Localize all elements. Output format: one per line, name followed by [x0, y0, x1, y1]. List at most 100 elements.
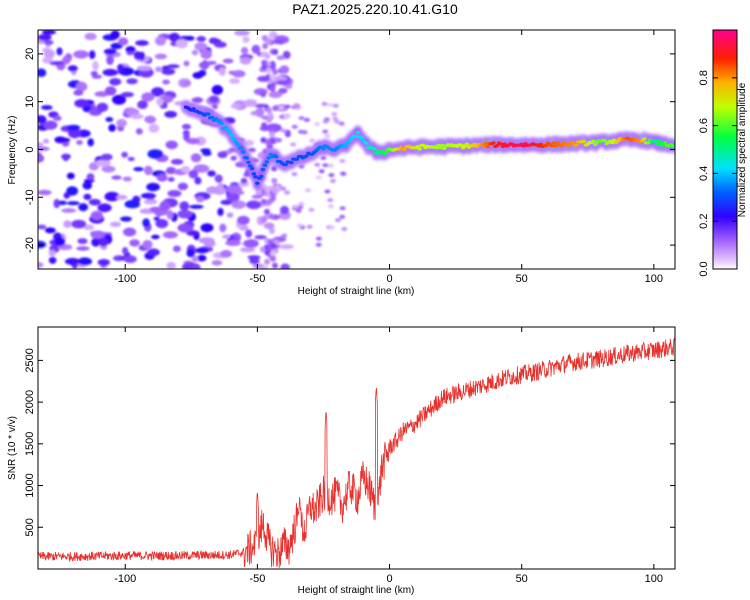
- heatmap-noise-blob: [59, 137, 71, 143]
- heatmap-noise-blob: [318, 169, 325, 174]
- heatmap-noise-blob: [334, 120, 340, 124]
- heatmap-noise-blob: [243, 100, 258, 107]
- bottom-y-tick-label: 1000: [24, 473, 36, 497]
- heatmap-ridge-point: [343, 144, 349, 148]
- heatmap-noise-blob: [298, 116, 305, 121]
- heatmap-noise-blob: [172, 245, 181, 253]
- heatmap-noise-blob: [264, 258, 271, 265]
- heatmap-noise-blob: [214, 41, 227, 48]
- heatmap-noise-blob: [123, 227, 137, 237]
- heatmap-noise-blob: [217, 151, 228, 159]
- heatmap-noise-blob: [110, 42, 123, 50]
- heatmap-noise-blob: [217, 207, 224, 216]
- heatmap-ridge-point: [553, 144, 558, 148]
- heatmap-noise-blob: [83, 224, 95, 231]
- heatmap-noise-blob: [76, 246, 90, 251]
- heatmap-noise-blob: [104, 191, 120, 202]
- heatmap-noise-blob: [273, 39, 285, 45]
- heatmap-noise-blob: [67, 65, 78, 72]
- heatmap-ridge-point: [241, 150, 246, 154]
- heatmap-ridge-point: [321, 147, 326, 151]
- heatmap-noise-blob: [249, 257, 260, 265]
- heatmap-noise-blob: [90, 210, 103, 221]
- heatmap-noise-blob: [143, 199, 158, 205]
- heatmap-noise-blob: [315, 242, 322, 247]
- heatmap-noise-blob: [231, 200, 246, 209]
- heatmap-noise-blob: [73, 89, 84, 96]
- heatmap-noise-blob: [278, 87, 288, 94]
- heatmap-noise-blob: [200, 223, 214, 233]
- heatmap-noise-blob: [154, 36, 167, 46]
- heatmap-noise-blob: [335, 218, 341, 223]
- heatmap-noise-blob: [38, 115, 47, 124]
- heatmap-ridge-point: [259, 174, 264, 178]
- heatmap-noise-blob: [53, 115, 62, 121]
- heatmap-noise-blob: [130, 113, 144, 120]
- heatmap-noise-blob: [242, 36, 250, 43]
- heatmap-ridge-point: [642, 137, 647, 141]
- heatmap-noise-blob: [133, 51, 142, 60]
- heatmap-noise-blob: [280, 205, 289, 215]
- heatmap-noise-blob: [211, 104, 218, 110]
- heatmap-noise-blob: [44, 227, 56, 234]
- heatmap-noise-blob: [260, 216, 267, 223]
- heatmap-ridge-point: [485, 145, 490, 149]
- heatmap-noise-blob: [136, 65, 152, 71]
- heatmap-noise-blob: [193, 164, 210, 173]
- top-x-ticks: -100 -50 0 50 100: [114, 30, 663, 285]
- heatmap-noise-blob: [181, 123, 192, 130]
- heatmap-noise-blob: [106, 55, 114, 66]
- heatmap-noise-blob: [240, 177, 248, 184]
- heatmap-noise-blob: [179, 201, 190, 211]
- heatmap-noise-blob: [190, 153, 202, 163]
- heatmap-noise-blob: [251, 194, 263, 199]
- heatmap-noise-blob: [97, 259, 111, 266]
- heatmap-noise-blob: [109, 78, 122, 86]
- heatmap-noise-blob: [84, 32, 97, 41]
- heatmap-noise-blob: [49, 61, 64, 66]
- heatmap-noise-blob: [268, 213, 275, 220]
- heatmap-noise-blob: [73, 50, 89, 59]
- heatmap-noise-blob: [263, 222, 275, 230]
- heatmap-ridge-core: [183, 105, 675, 185]
- heatmap-noise-blob: [168, 32, 180, 42]
- heatmap-ridge-point: [655, 142, 660, 146]
- heatmap-noise-blob: [122, 176, 132, 182]
- heatmap-noise-blob: [48, 249, 56, 257]
- heatmap-noise-blob: [322, 129, 329, 134]
- heatmap-noise-blob: [308, 207, 315, 212]
- heatmap-ridge-point: [646, 141, 651, 145]
- heatmap-ridge-point: [209, 115, 215, 119]
- heatmap-noise-blob: [166, 261, 176, 269]
- heatmap-noise-blob: [214, 174, 223, 183]
- heatmap-noise-blob: [161, 68, 176, 75]
- heatmap-noise-blob: [322, 163, 329, 168]
- heatmap-noise-blob: [196, 254, 207, 262]
- heatmap-noise-blob: [96, 102, 109, 113]
- heatmap-noise-blob: [194, 176, 202, 185]
- heatmap-noise-blob: [265, 107, 272, 114]
- heatmap-noise-blob: [162, 79, 171, 85]
- heatmap-noise-blob: [189, 204, 204, 209]
- bottom-y-tick-label: 2000: [24, 390, 36, 414]
- heatmap-noise-blob: [125, 46, 136, 53]
- heatmap-noise-blob: [241, 47, 249, 55]
- heatmap-ridge-point: [364, 141, 369, 145]
- heatmap-noise-blob: [196, 36, 206, 42]
- heatmap-ridge-point: [602, 138, 607, 143]
- heatmap-noise-blob: [321, 101, 328, 106]
- heatmap-noise-blob: [203, 240, 216, 248]
- heatmap-noise-blob: [177, 182, 189, 191]
- heatmap-noise-blob: [243, 239, 259, 248]
- heatmap-noise-blob: [97, 203, 112, 213]
- heatmap-noise-blob: [237, 215, 250, 225]
- heatmap-ridge-point: [251, 172, 257, 176]
- heatmap-ridge-point: [670, 144, 675, 148]
- heatmap-noise-blob: [279, 65, 290, 74]
- heatmap-noise-blob: [61, 208, 77, 213]
- heatmap-noise-blob: [339, 206, 346, 211]
- heatmap-ridge-point: [559, 144, 564, 148]
- heatmap-ridge-point: [500, 144, 505, 148]
- heatmap-noise-blob: [279, 244, 294, 250]
- heatmap-noise-blob: [194, 247, 209, 254]
